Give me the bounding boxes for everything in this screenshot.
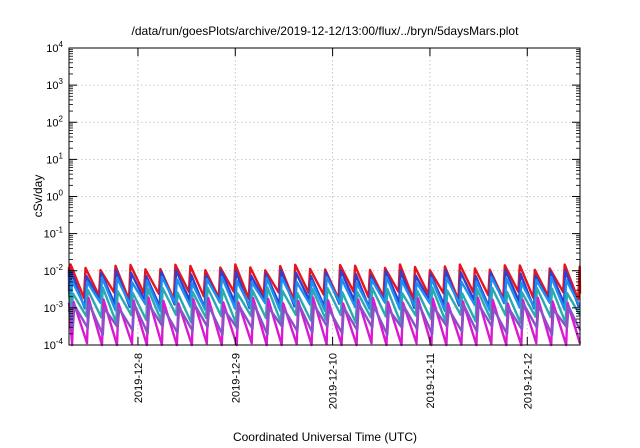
y-axis-label: cSv/day xyxy=(31,175,45,218)
x-tick-label: 2019-12-9 xyxy=(230,353,242,403)
x-tick-label: 2019-12-12 xyxy=(522,353,534,409)
plot-area xyxy=(67,263,582,347)
y-tick-label: 10-3 xyxy=(44,300,64,315)
x-axis: 2019-12-8 2019-12-9 2019-12-10 2019-12-11 20… xyxy=(133,48,534,409)
y-tick-label: 102 xyxy=(46,114,63,129)
x-axis-label: Coordinated Universal Time (UTC) xyxy=(233,430,417,444)
x-tick-label: 2019-12-10 xyxy=(328,353,340,409)
y-tick-label: 100 xyxy=(46,189,63,204)
y-tick-label: 104 xyxy=(46,40,63,55)
chart-title: /data/run/goesPlots/archive/2019-12-12/1… xyxy=(132,24,520,38)
x-tick-label: 2019-12-8 xyxy=(133,353,145,403)
series-line xyxy=(67,286,582,325)
grid xyxy=(69,48,580,345)
y-tick-label: 10-4 xyxy=(44,337,64,352)
y-axis: 10-4 10-3 10-2 10-1 100 101 102 103 104 xyxy=(44,40,580,352)
series-line xyxy=(67,302,582,337)
y-tick-label: 10-2 xyxy=(44,263,64,278)
y-tick-label: 101 xyxy=(46,151,63,166)
x-tick-label: 2019-12-11 xyxy=(425,353,437,408)
series-line xyxy=(67,275,581,313)
y-tick-label: 103 xyxy=(46,77,63,92)
y-tick-label: 10-1 xyxy=(44,226,64,241)
